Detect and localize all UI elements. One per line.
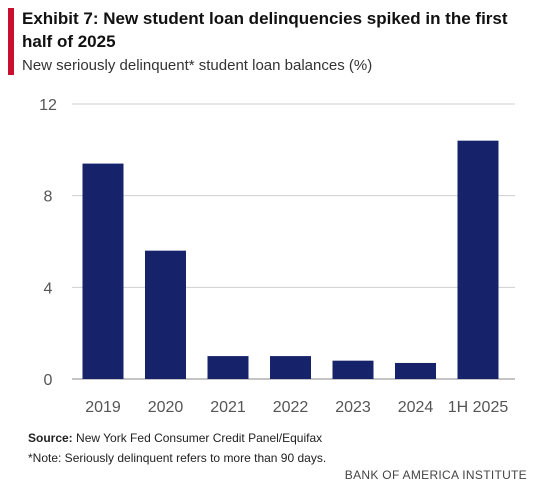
bar [207,356,249,379]
bar [270,356,311,379]
x-tick-label: 2022 [273,399,309,416]
x-tick-label: 2023 [335,399,371,416]
bar [457,140,499,379]
brand-logo-text: BANK OF AMERICA INSTITUTE [344,468,527,482]
bar [332,360,374,379]
y-tick-label: 4 [44,280,53,297]
source-text: New York Fed Consumer Credit Panel/Equif… [76,431,323,445]
x-tick-label: 2021 [210,399,246,416]
bar-chart: 0 4 8 12 2019 2020 2021 2022 2023 2024 1H 2025 [39,97,515,416]
x-tick-label: 2024 [398,399,434,416]
bar [395,362,436,379]
bar [145,250,186,379]
source-label: Source: [28,431,73,445]
chart-subtitle: New seriously delinquent* student loan b… [22,57,373,74]
footnote: *Note: Seriously delinquent refers to mo… [28,451,327,465]
accent-bar [8,8,14,75]
x-tick-label: 2019 [85,399,121,416]
y-tick-label: 12 [39,97,57,114]
y-tick-label: 8 [44,189,53,206]
bar [82,163,124,379]
x-tick-label: 2020 [148,399,184,416]
y-tick-label: 0 [44,372,53,389]
chart-title: Exhibit 7: New student loan delinquencie… [22,9,508,51]
x-tick-label: 1H 2025 [448,399,509,416]
source-line: Source: New York Fed Consumer Credit Pan… [28,431,322,445]
